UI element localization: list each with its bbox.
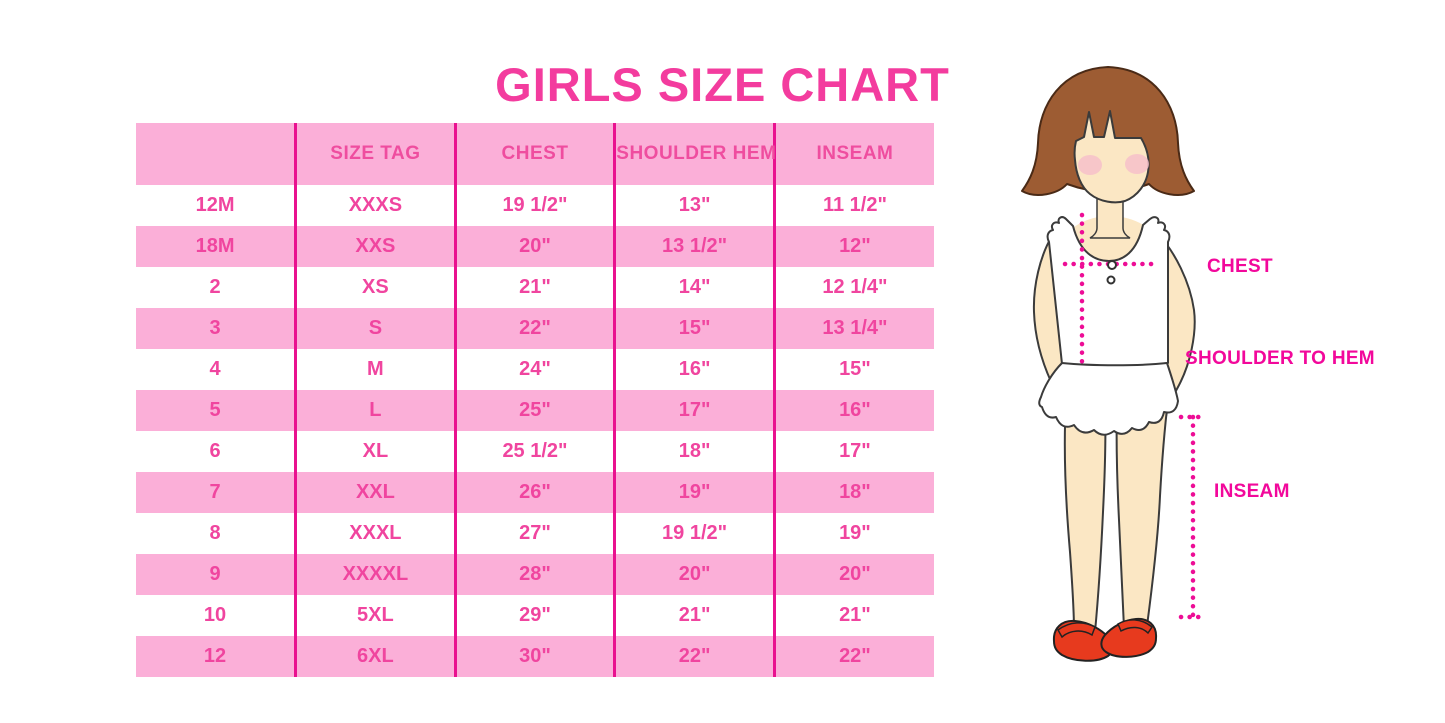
- face-shape: [1073, 110, 1150, 204]
- table-row: 3 S 22" 15" 13 1/4": [136, 308, 934, 349]
- top-button-1: [1107, 260, 1117, 270]
- table-row: 9 XXXXL 28" 20" 20": [136, 554, 934, 595]
- chest-label: CHEST: [1207, 256, 1273, 277]
- table-cell: XXXXL: [294, 554, 456, 595]
- table-cell: 10: [203, 604, 227, 626]
- table-cell: 12 1/4": [772, 267, 934, 308]
- table-cell: 30": [453, 636, 615, 677]
- page-title: GIRLS SIZE CHART: [495, 58, 950, 112]
- table-cell: 20": [613, 554, 775, 595]
- table-cell: 22": [613, 636, 775, 677]
- column-header: SIZE TAG: [294, 123, 456, 185]
- table-cell: 4: [209, 358, 221, 380]
- table-cell: 12M: [195, 194, 235, 216]
- right-cheek-blush: [1125, 154, 1149, 174]
- table-cell: 17": [613, 390, 775, 431]
- table-cell: 21": [613, 595, 775, 636]
- table-cell: XXXL: [294, 513, 456, 554]
- table-row: 18M XXS 20" 13 1/2" 12": [136, 226, 934, 267]
- table-cell: 7: [136, 472, 296, 513]
- table-cell: 22": [453, 308, 615, 349]
- table-cell: 15": [613, 308, 775, 349]
- table-cell: M: [294, 349, 456, 390]
- top-button-2: [1106, 275, 1116, 285]
- table-row: 12M XXXS 19 1/2" 13" 11 1/2": [136, 185, 934, 226]
- table-row: 7 XXL 26" 19" 18": [136, 472, 934, 513]
- table-cell: 29": [453, 595, 615, 636]
- table-cell: 16": [772, 390, 934, 431]
- table-row: 5 L 25" 17" 16": [136, 390, 934, 431]
- column-header: SHOULDER HEM: [613, 123, 776, 185]
- table-cell: 6: [209, 440, 221, 462]
- table-row: 8 XXXL 27" 19 1/2" 19": [136, 513, 934, 554]
- size-table-head-row: SIZE TAG CHEST SHOULDER HEM INSEAM: [136, 123, 934, 185]
- table-cell: XL: [294, 431, 456, 472]
- column-header: CHEST: [453, 123, 615, 185]
- table-cell: 16": [613, 349, 775, 390]
- table-cell: 21": [772, 595, 934, 636]
- right-shoe-strap: [1117, 619, 1154, 635]
- table-cell: 5: [136, 390, 296, 431]
- table-cell: 12": [772, 226, 934, 267]
- table-cell: 6XL: [294, 636, 456, 677]
- table-cell: 20": [453, 226, 615, 267]
- table-cell: 3: [136, 308, 296, 349]
- table-row: 6 XL 25 1/2" 18" 17": [136, 431, 934, 472]
- left-shoe-strap: [1057, 622, 1096, 639]
- table-cell: 22": [772, 636, 934, 677]
- table-cell: 25 1/2": [453, 431, 615, 472]
- table-cell: 19": [772, 513, 934, 554]
- table-cell: XXXS: [294, 185, 456, 226]
- table-cell: XS: [294, 267, 456, 308]
- size-table-head: SIZE TAG CHEST SHOULDER HEM INSEAM: [136, 123, 934, 185]
- table-cell: 27": [453, 513, 615, 554]
- table-cell: 28": [453, 554, 615, 595]
- table-cell: 20": [772, 554, 934, 595]
- table-cell: S: [294, 308, 456, 349]
- shoulder-to-hem-label: SHOULDER TO HEM: [1185, 348, 1375, 369]
- column-header: INSEAM: [772, 123, 934, 185]
- table-cell: XXS: [294, 226, 456, 267]
- table-cell: 17": [772, 431, 934, 472]
- table-cell: 19 1/2": [613, 513, 775, 554]
- table-cell: 18M: [136, 226, 296, 267]
- column-header: [136, 123, 296, 185]
- table-cell: 18": [772, 472, 934, 513]
- table-cell: 21": [453, 267, 615, 308]
- table-row: 12 6XL 30" 22" 22": [136, 636, 934, 677]
- inseam-label: INSEAM: [1214, 481, 1290, 502]
- table-cell: 18": [613, 431, 775, 472]
- table-row: 10 5XL 29" 21" 21": [136, 595, 934, 636]
- table-cell: 12: [136, 636, 296, 677]
- table-cell: XXL: [294, 472, 456, 513]
- top-garment: [1046, 216, 1171, 368]
- table-cell: 25": [453, 390, 615, 431]
- table-cell: 9: [136, 554, 296, 595]
- table-cell: 13 1/4": [772, 308, 934, 349]
- table-cell: 11 1/2": [772, 185, 934, 226]
- table-cell: 5XL: [294, 595, 456, 636]
- table-cell: 2: [209, 276, 221, 298]
- table-cell: 13": [613, 185, 775, 226]
- girl-measurement-illustration: CHEST SHOULDER TO HEM INSEAM: [1021, 66, 1375, 662]
- table-row: 2 XS 21" 14" 12 1/4": [136, 267, 934, 308]
- table-cell: 15": [772, 349, 934, 390]
- table-cell: 8: [209, 522, 221, 544]
- table-cell: 24": [453, 349, 615, 390]
- table-cell: 13 1/2": [613, 226, 775, 267]
- table-row: 4 M 24" 16" 15": [136, 349, 934, 390]
- table-cell: 26": [453, 472, 615, 513]
- size-table: SIZE TAG CHEST SHOULDER HEM INSEAM 12M XXXS 1…: [136, 123, 934, 677]
- table-cell: 19": [613, 472, 775, 513]
- size-table-body: 12M XXXS 19 1/2" 13" 11 1/2" 18M XXS 20" 13 1/2"…: [136, 185, 934, 677]
- table-cell: 14": [613, 267, 775, 308]
- table-cell: L: [294, 390, 456, 431]
- table-cell: 19 1/2": [453, 185, 615, 226]
- skirt: [1038, 362, 1179, 436]
- left-cheek-blush: [1078, 155, 1102, 175]
